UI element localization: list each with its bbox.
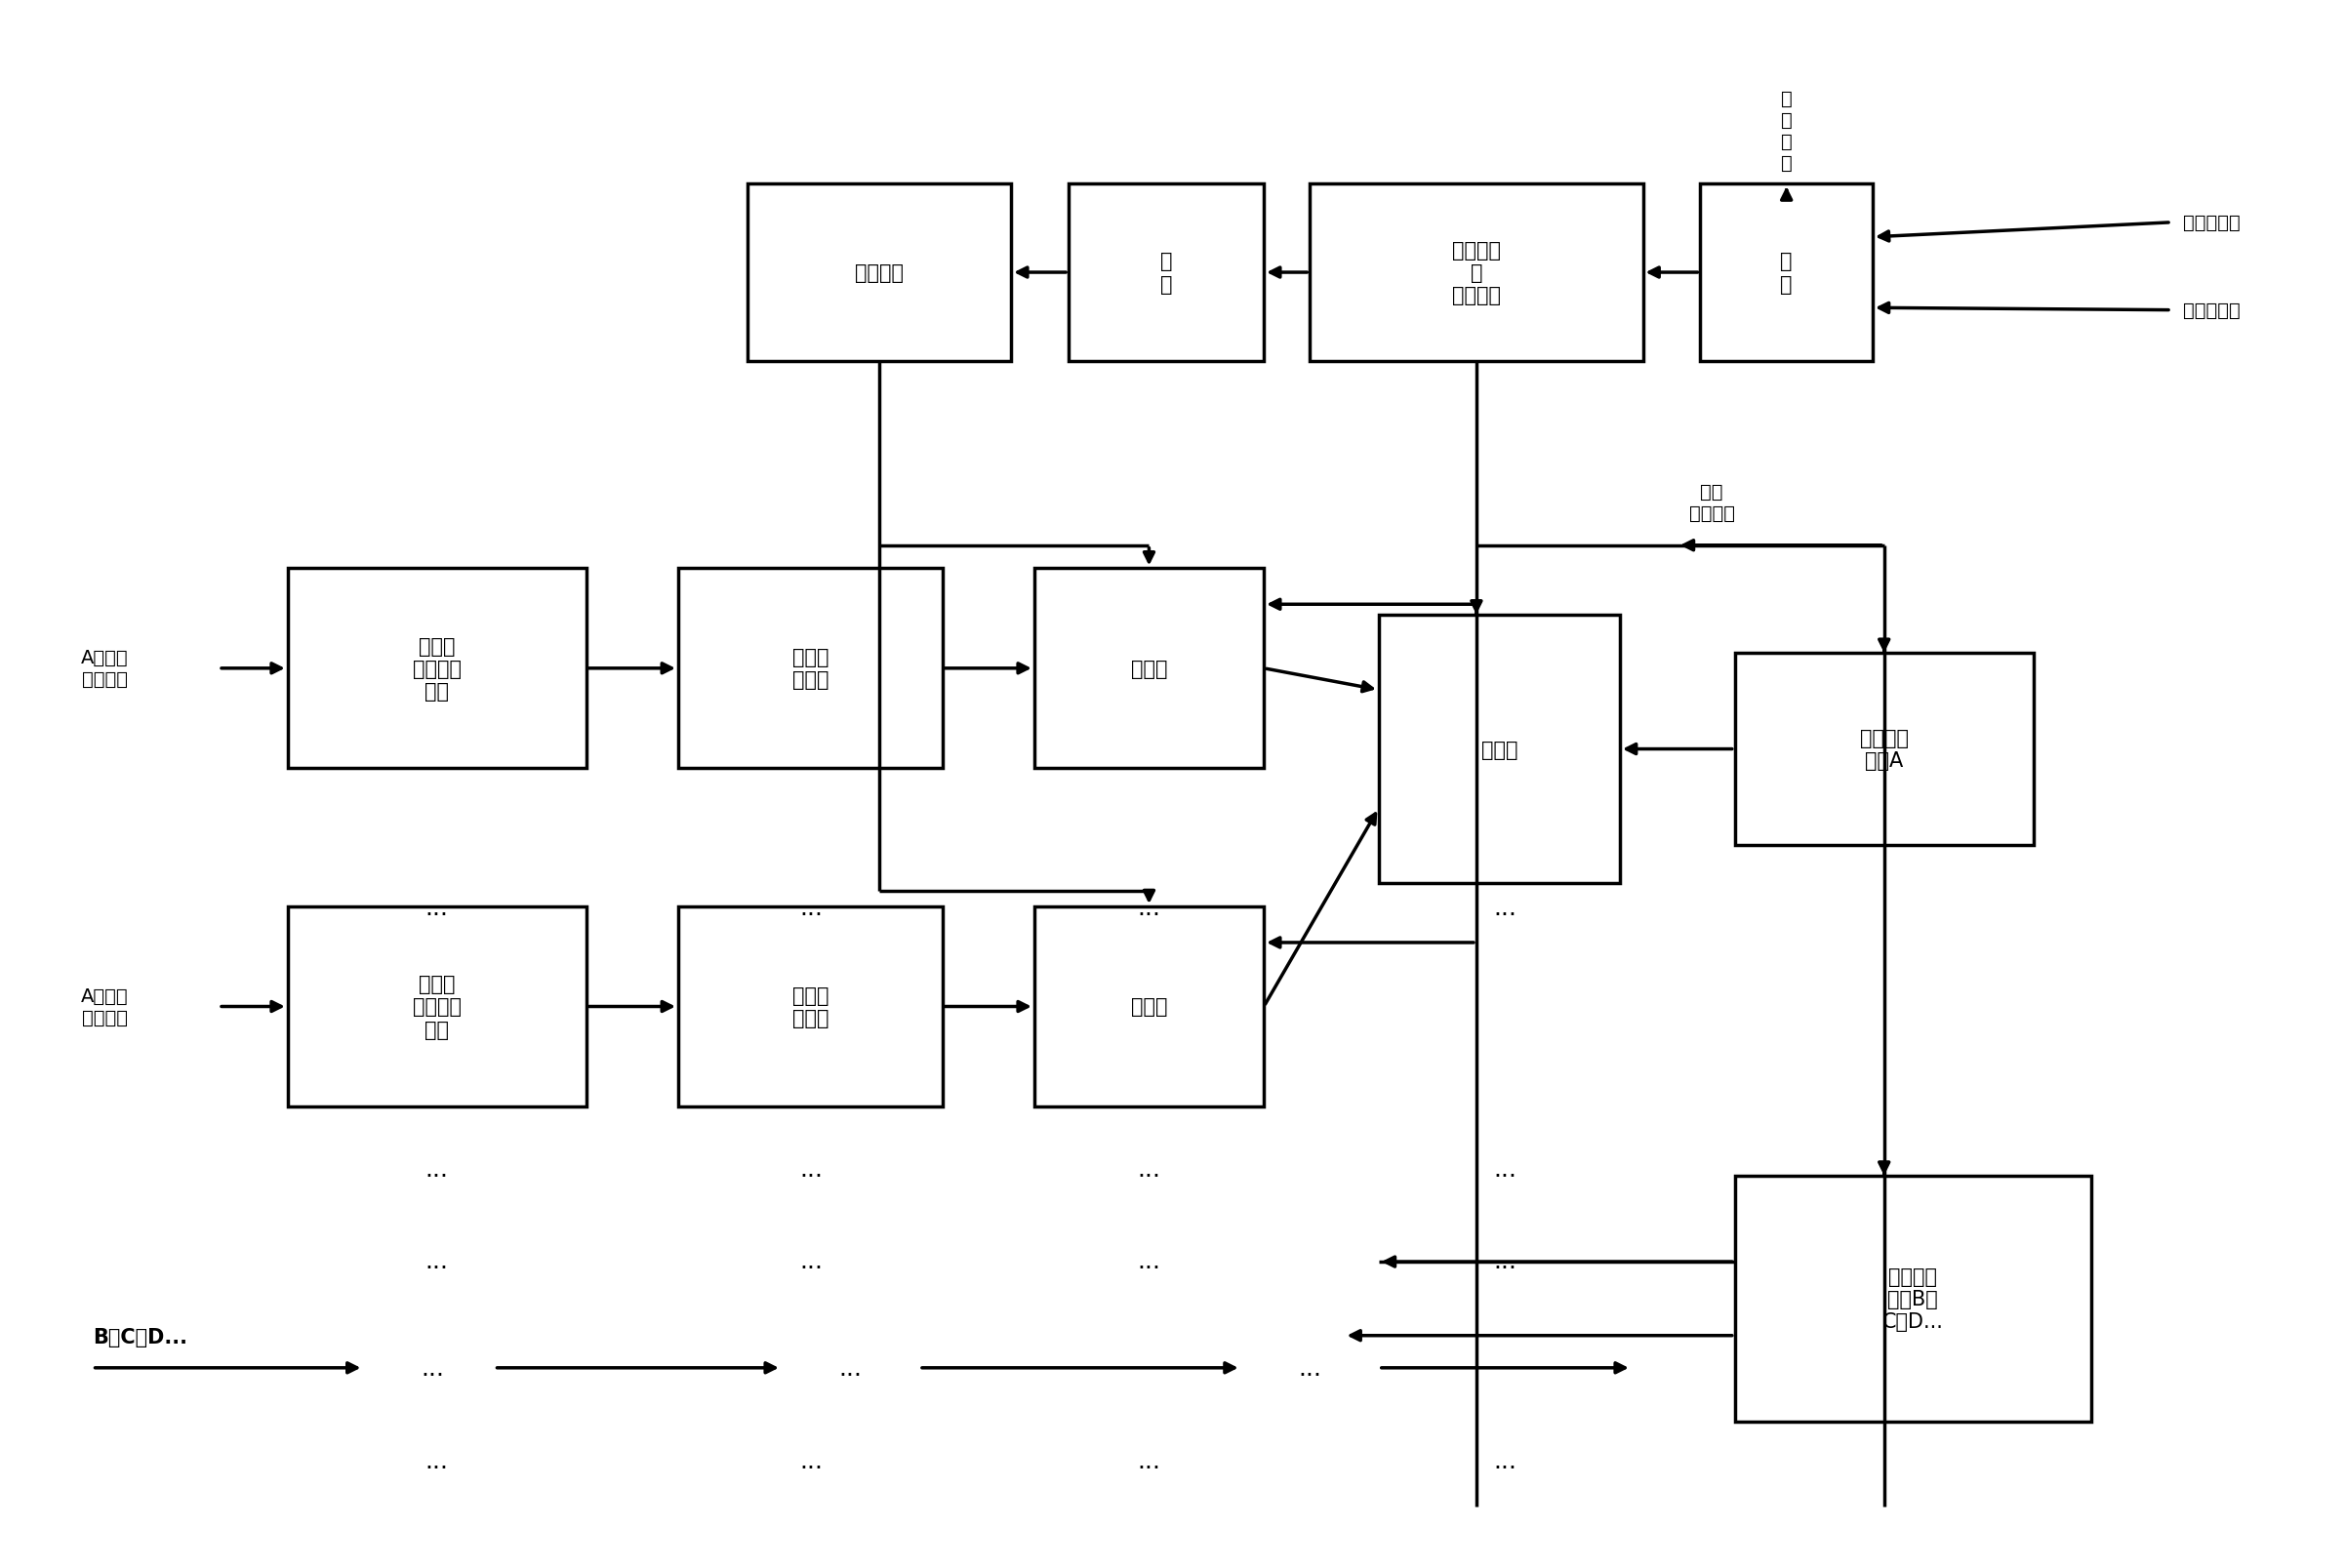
Text: ···: ···: [424, 1256, 448, 1279]
Bar: [1699, 185, 1873, 361]
Bar: [288, 569, 586, 768]
Text: B、C、D...: B、C、D...: [91, 1328, 188, 1347]
Text: ···: ···: [1137, 1457, 1160, 1480]
Text: ···: ···: [1493, 1163, 1517, 1187]
Text: A通道负
脉冲输入: A通道负 脉冲输入: [80, 986, 129, 1027]
Text: 采样
同步信号: 采样 同步信号: [1688, 483, 1735, 522]
Text: ···: ···: [1137, 1163, 1160, 1187]
Text: 计数值寄
存器B、
C、D...: 计数值寄 存器B、 C、D...: [1882, 1267, 1943, 1331]
Bar: [677, 569, 942, 768]
Text: 计数值寄
存器A: 计数值寄 存器A: [1859, 729, 1908, 770]
Text: ...: ...: [1299, 1356, 1322, 1380]
Bar: [1735, 654, 2035, 845]
Text: 延
时: 延 时: [1160, 252, 1172, 295]
Text: 施密特
触发器: 施密特 触发器: [792, 648, 827, 690]
Text: ···: ···: [424, 903, 448, 927]
Text: 减法器: 减法器: [1481, 740, 1517, 759]
Text: ...: ...: [420, 1356, 443, 1380]
Text: 清零逻辑: 清零逻辑: [856, 263, 902, 282]
Text: 内标频信号: 内标频信号: [2182, 301, 2241, 320]
Text: 标
频
信
号: 标 频 信 号: [1781, 89, 1793, 172]
Text: ···: ···: [1493, 1256, 1517, 1279]
Bar: [288, 906, 586, 1107]
Text: ...: ...: [839, 1356, 863, 1380]
Bar: [1034, 906, 1263, 1107]
Bar: [1069, 185, 1263, 361]
Bar: [1378, 615, 1620, 884]
Bar: [1034, 569, 1263, 768]
Text: 施密特
触发器: 施密特 触发器: [792, 986, 827, 1029]
Text: ···: ···: [1493, 903, 1517, 927]
Bar: [1310, 185, 1643, 361]
Text: ···: ···: [424, 1457, 448, 1480]
Text: 外标频信号: 外标频信号: [2182, 213, 2241, 232]
Text: 切
换: 切 换: [1781, 252, 1793, 295]
Text: ···: ···: [799, 1256, 823, 1279]
Text: 电平转
换、滤波
电路: 电平转 换、滤波 电路: [413, 974, 462, 1040]
Text: 累加器: 累加器: [1130, 997, 1167, 1016]
Bar: [677, 906, 942, 1107]
Text: 电平转
换、滤波
电路: 电平转 换、滤波 电路: [413, 637, 462, 701]
Bar: [1735, 1176, 2091, 1422]
Text: ···: ···: [1137, 903, 1160, 927]
Text: ···: ···: [1493, 1457, 1517, 1480]
Text: ···: ···: [424, 1163, 448, 1187]
Bar: [748, 185, 1010, 361]
Text: ···: ···: [799, 903, 823, 927]
Text: 计数周期
及
时序控制: 计数周期 及 时序控制: [1451, 241, 1500, 306]
Text: ···: ···: [1137, 1256, 1160, 1279]
Text: ···: ···: [799, 1457, 823, 1480]
Text: A通道正
脉冲输入: A通道正 脉冲输入: [80, 649, 129, 688]
Text: 累加器: 累加器: [1130, 659, 1167, 679]
Text: ···: ···: [799, 1163, 823, 1187]
